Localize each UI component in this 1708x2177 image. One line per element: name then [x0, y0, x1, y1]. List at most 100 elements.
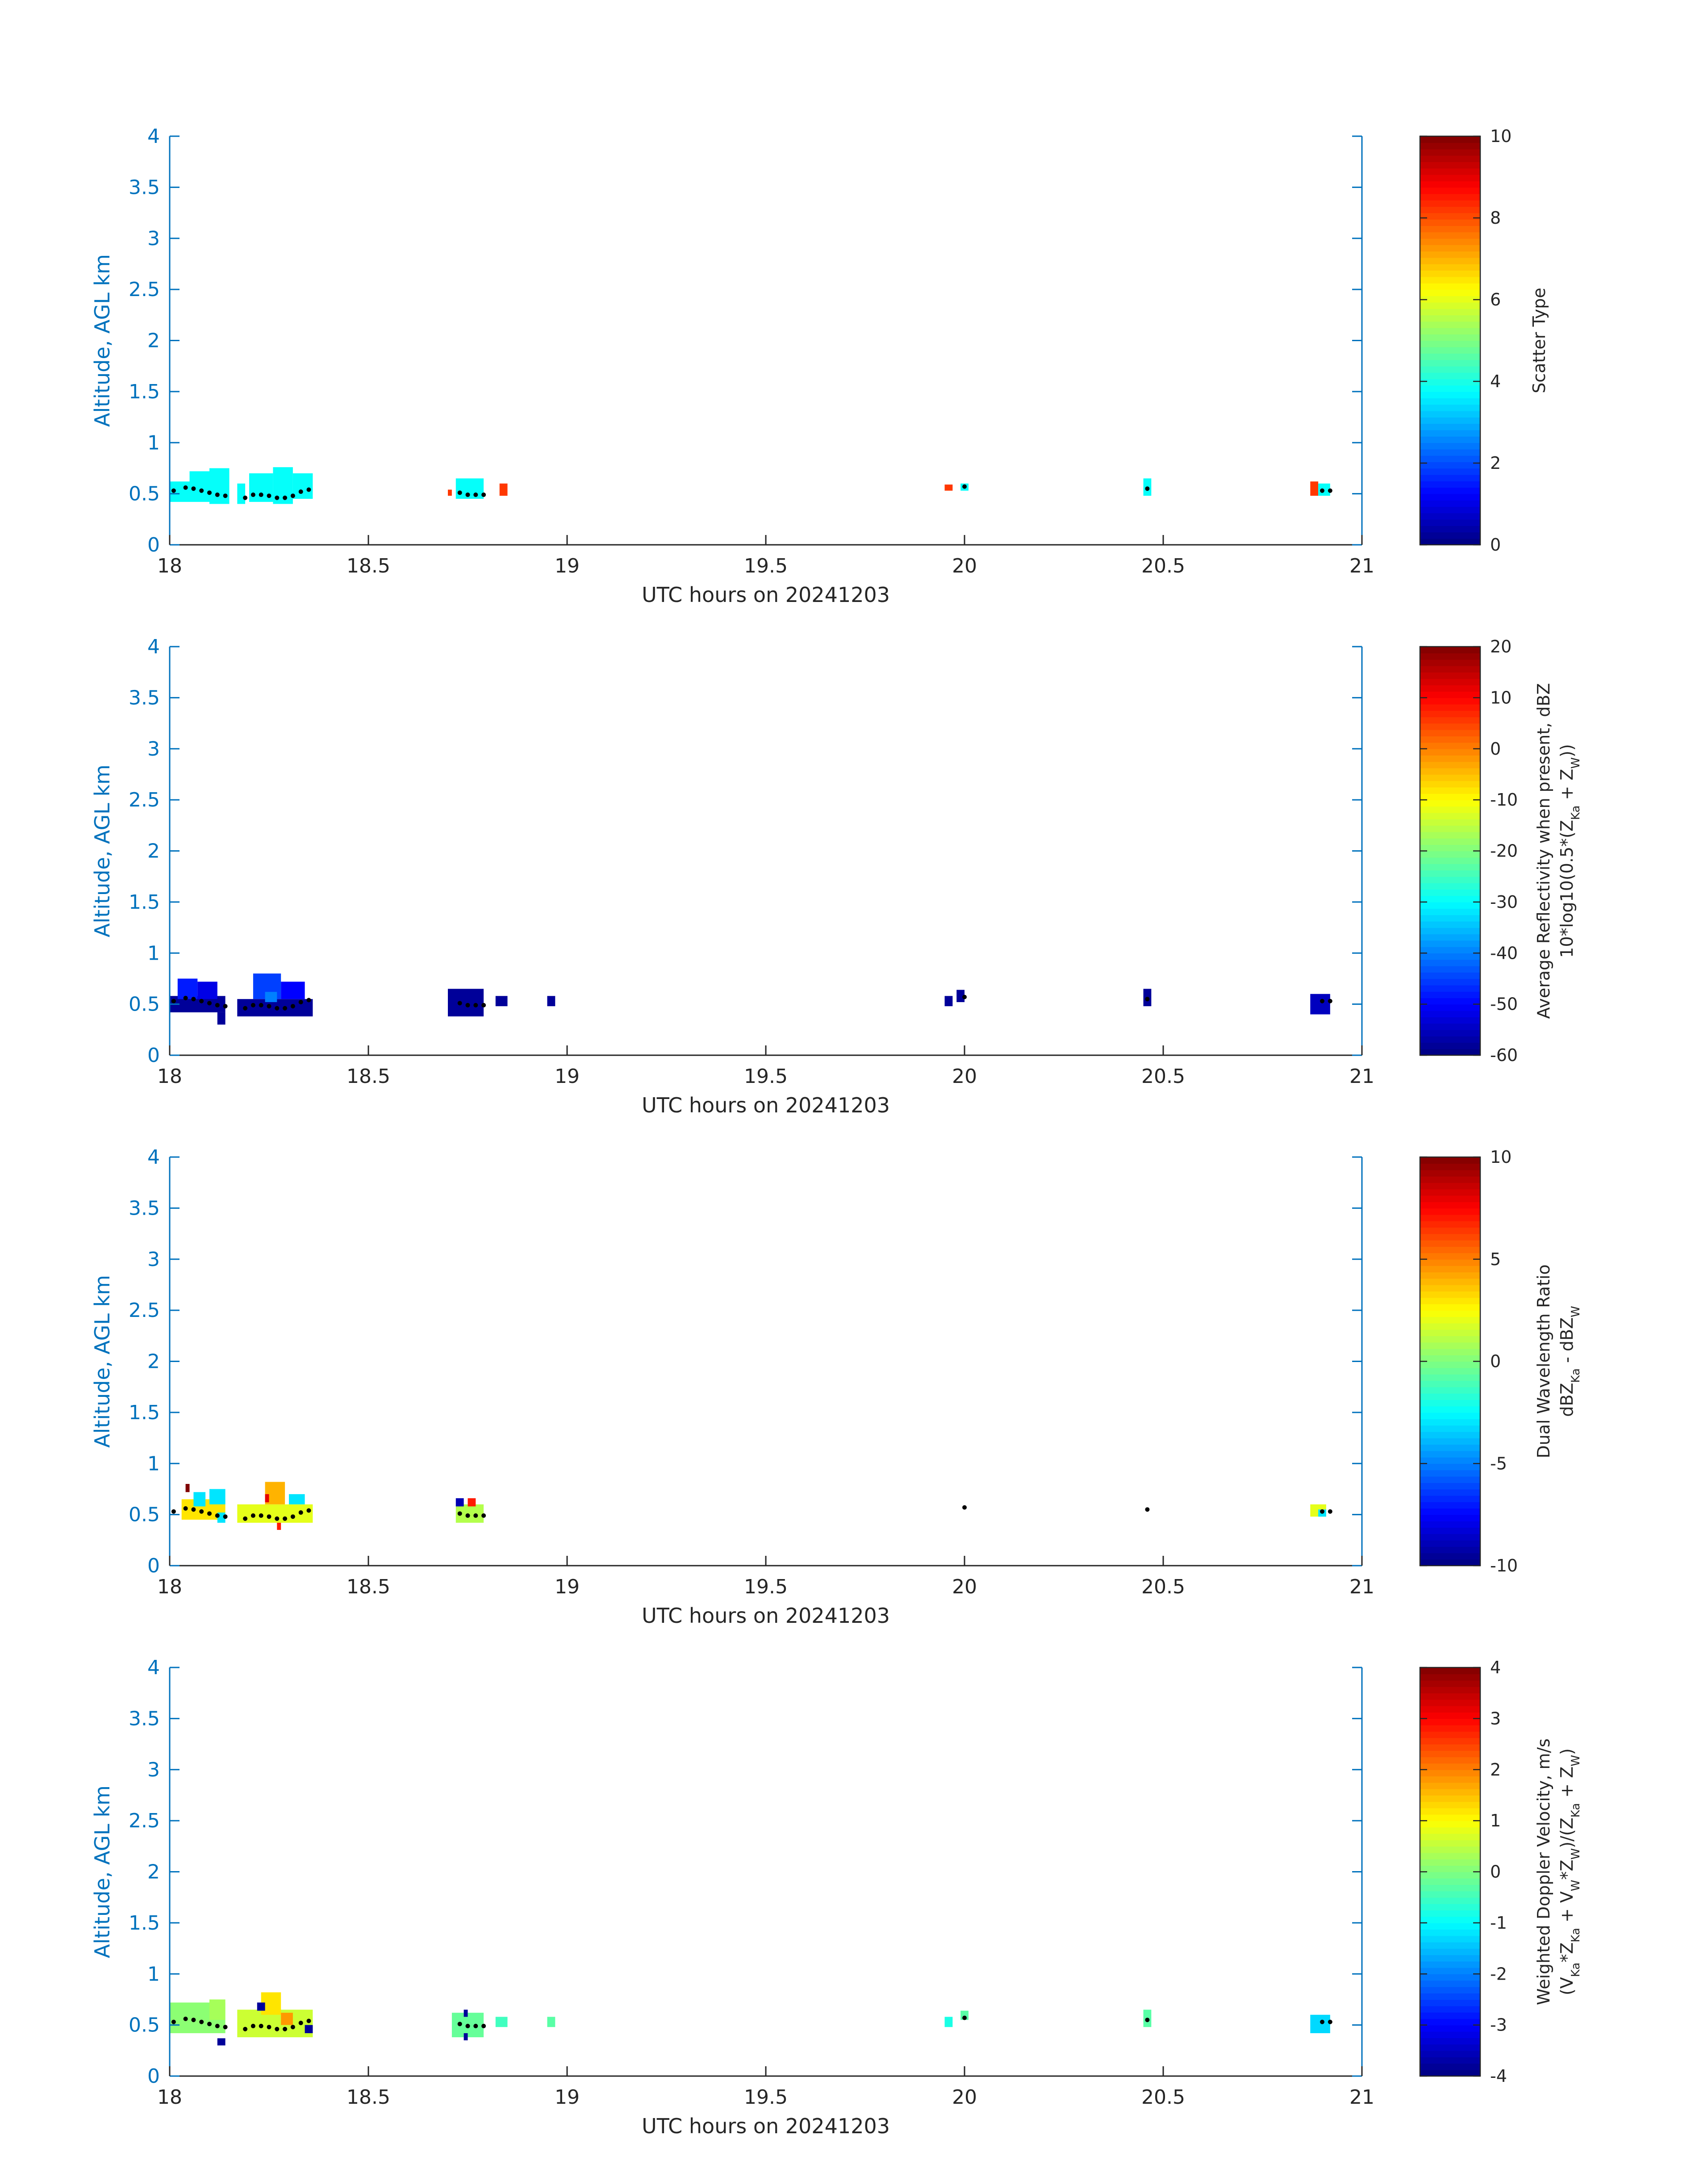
y-tick-label: 0 [147, 2065, 160, 2088]
colorbar-swatch [1420, 1929, 1480, 1936]
y-tick-label: 0.5 [129, 993, 160, 1016]
colorbar-swatch [1420, 1840, 1480, 1847]
cloud-base-point [183, 2016, 188, 2021]
colorbar-swatch [1420, 181, 1480, 188]
cloud-base-point [962, 484, 967, 489]
colorbar-swatch [1420, 1393, 1480, 1400]
cloud-base-point [1320, 999, 1324, 1003]
y-tick-label: 3.5 [129, 1197, 160, 1220]
colorbar-tick-label: -1 [1490, 1913, 1507, 1933]
colorbar-swatch [1420, 972, 1480, 979]
cloud-base-point [473, 1003, 478, 1007]
colorbar-tick-label: 3 [1490, 1709, 1501, 1728]
colorbar-swatch [1420, 1546, 1480, 1554]
x-tick-label: 20 [952, 1575, 977, 1598]
colorbar-swatch [1420, 321, 1480, 328]
colorbar-swatch [1420, 1693, 1480, 1700]
cloud-base-point [243, 495, 248, 500]
cloud-base-point [283, 2027, 288, 2031]
data-cell [257, 2002, 265, 2011]
colorbar-swatch [1420, 1738, 1480, 1745]
colorbar-tick-label: -3 [1490, 2015, 1507, 2035]
y-tick-label: 1 [147, 431, 160, 454]
cloud-base-point [473, 492, 478, 497]
colorbar-swatch [1420, 474, 1480, 481]
colorbar-label: Dual Wavelength Ratio [1534, 1264, 1553, 1458]
colorbar-tick-label: 0 [1490, 1862, 1501, 1882]
colorbar-swatch [1420, 1374, 1480, 1381]
data-cell [1310, 481, 1319, 496]
colorbar-swatch [1420, 149, 1480, 156]
colorbar-swatch [1420, 1253, 1480, 1260]
y-tick-label: 4 [147, 1146, 160, 1169]
colorbar-swatch [1420, 359, 1480, 367]
x-tick-label: 18.5 [347, 555, 390, 577]
colorbar-swatch [1420, 1029, 1480, 1036]
data-cell [547, 2017, 555, 2027]
colorbar-swatch [1420, 315, 1480, 322]
y-tick-label: 3.5 [129, 176, 160, 199]
x-tick-label: 21 [1349, 1065, 1374, 1088]
colorbar-swatch [1420, 1220, 1480, 1228]
colorbar-swatch [1420, 296, 1480, 303]
colorbar-tick-label: 4 [1490, 1658, 1501, 1677]
colorbar-swatch [1420, 1310, 1480, 1317]
cloud-base-point [275, 2027, 280, 2031]
y-axis-label: Altitude, AGL km [90, 1275, 114, 1448]
colorbar-swatch [1420, 1801, 1480, 1809]
colorbar-swatch [1420, 1814, 1480, 1821]
colorbar-swatch [1420, 857, 1480, 864]
cloud-base-point [171, 1509, 176, 1514]
colorbar-tick-label: -60 [1490, 1045, 1518, 1065]
colorbar-swatch [1420, 1450, 1480, 1458]
colorbar-swatch [1420, 2044, 1480, 2051]
cloud-base-point [290, 493, 295, 498]
cloud-base-point [207, 2022, 212, 2027]
colorbar-swatch [1420, 1336, 1480, 1343]
colorbar-tick-label: 1 [1490, 1811, 1501, 1830]
data-cell [277, 1522, 281, 1530]
y-tick-label: 2 [147, 1861, 160, 1884]
colorbar-swatch [1420, 1986, 1480, 1993]
colorbar-swatch [1420, 902, 1480, 909]
colorbar-swatch [1420, 1769, 1480, 1776]
cloud-base-point [962, 2015, 967, 2020]
cloud-base-point [223, 1514, 228, 1519]
y-tick-label: 2 [147, 330, 160, 352]
data-cell [305, 2025, 313, 2033]
colorbar-swatch [1420, 1763, 1480, 1770]
colorbar-swatch [1420, 1495, 1480, 1502]
colorbar-tick-label: -40 [1490, 943, 1518, 963]
colorbar-swatch [1420, 1489, 1480, 1496]
colorbar-tick-label: 0 [1490, 1352, 1501, 1371]
colorbar-swatch [1420, 2057, 1480, 2064]
cloud-base-point [183, 1506, 188, 1511]
colorbar-swatch [1420, 372, 1480, 380]
x-tick-label: 18.5 [347, 2086, 390, 2109]
colorbar-tick-label: -50 [1490, 994, 1518, 1014]
colorbar-tick-label: 2 [1490, 1760, 1501, 1780]
colorbar-tick-label: -10 [1490, 790, 1518, 810]
cloud-base-point [267, 493, 271, 498]
colorbar-swatch [1420, 1278, 1480, 1285]
colorbar-swatch [1420, 781, 1480, 788]
colorbar-swatch [1420, 366, 1480, 373]
y-axis-label: Altitude, AGL km [90, 765, 114, 937]
cloud-base-point [215, 492, 220, 497]
colorbar-swatch [1420, 1540, 1480, 1547]
colorbar-swatch [1420, 1508, 1480, 1515]
colorbar-swatch [1420, 889, 1480, 896]
colorbar-swatch [1420, 647, 1480, 654]
y-tick-label: 3 [147, 738, 160, 760]
colorbar-swatch [1420, 232, 1480, 239]
cloud-base-point [962, 994, 967, 999]
colorbar-swatch [1420, 1291, 1480, 1298]
colorbar-swatch [1420, 2012, 1480, 2019]
colorbar-tick-label: -5 [1490, 1454, 1507, 1473]
colorbar-swatch [1420, 538, 1480, 545]
x-tick-label: 18.5 [347, 1575, 390, 1598]
cloud-base-point [283, 1006, 288, 1011]
data-cell [464, 2033, 468, 2040]
colorbar-swatch [1420, 1852, 1480, 1859]
